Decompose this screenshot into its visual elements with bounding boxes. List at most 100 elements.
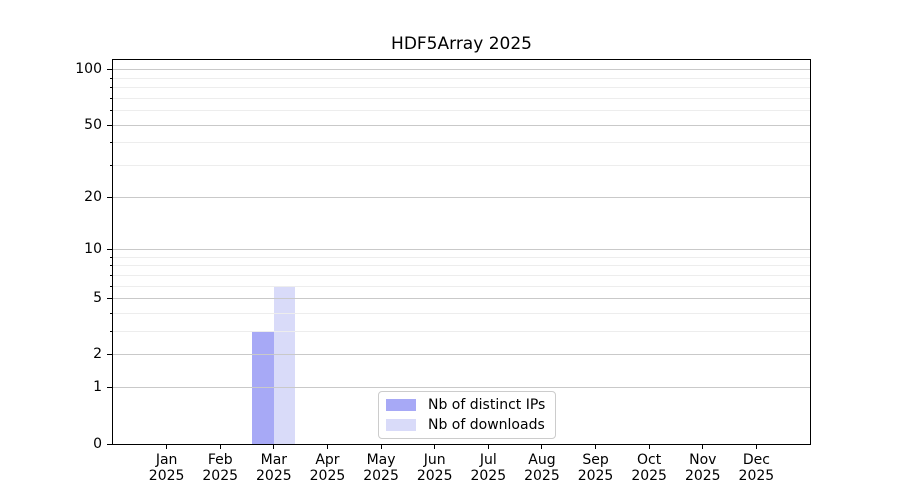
- minor-gridline-70: [113, 97, 810, 99]
- x-tick-label-mar: Mar 2025: [242, 452, 306, 484]
- x-tick-feb: [219, 445, 221, 449]
- y-minor-tick-3: [110, 331, 112, 333]
- y-tick-label-50: 50: [84, 116, 102, 133]
- x-label-month: Sep: [582, 452, 609, 468]
- y-tick-label-10: 10: [84, 241, 102, 258]
- minor-gridline-90: [113, 77, 810, 79]
- y-minor-tick-90: [110, 77, 112, 79]
- y-minor-tick-80: [110, 87, 112, 89]
- y-tick-0: [107, 443, 112, 445]
- x-tick-label-jul: Jul 2025: [456, 452, 520, 484]
- y-tick-label-20: 20: [84, 188, 102, 205]
- x-label-month: Aug: [528, 452, 556, 468]
- x-label-year: 2025: [202, 468, 239, 484]
- x-tick-label-apr: Apr 2025: [295, 452, 359, 484]
- bar-downloads-mar: [273, 286, 296, 444]
- x-tick-sep: [595, 445, 597, 449]
- y-tick-5: [107, 298, 112, 300]
- legend-swatch-downloads: [386, 419, 416, 431]
- major-gridline-5: [113, 298, 810, 300]
- x-label-year: 2025: [363, 468, 399, 484]
- minor-gridline-30: [113, 165, 810, 167]
- x-tick-label-jan: Jan 2025: [135, 452, 199, 484]
- major-gridline-100: [113, 69, 810, 71]
- x-label-year: 2025: [631, 468, 667, 484]
- y-tick-label-5: 5: [93, 290, 102, 307]
- y-tick-100: [107, 69, 112, 71]
- minor-gridline-80: [113, 87, 810, 89]
- y-tick-20: [107, 196, 112, 198]
- x-label-year: 2025: [470, 468, 507, 484]
- y-minor-tick-30: [110, 165, 112, 167]
- major-gridline-50: [113, 124, 810, 126]
- legend: Nb of distinct IPs Nb of downloads: [378, 391, 557, 439]
- y-tick-label-1: 1: [93, 379, 102, 396]
- legend-swatch-distinct-ips: [386, 399, 416, 411]
- x-tick-oct: [648, 445, 650, 449]
- x-label-year: 2025: [256, 468, 292, 484]
- x-label-year: 2025: [524, 468, 560, 484]
- minor-gridline-40: [113, 142, 810, 144]
- minor-gridline-6: [113, 285, 810, 287]
- x-label-year: 2025: [577, 468, 614, 484]
- x-tick-label-may: May 2025: [349, 452, 413, 484]
- x-label-month: Jan: [155, 452, 178, 468]
- y-minor-tick-9: [110, 256, 112, 258]
- legend-label-downloads: Nb of downloads: [428, 417, 545, 433]
- x-label-month: Feb: [207, 452, 233, 468]
- major-gridline-1: [113, 387, 810, 389]
- x-tick-nov: [702, 445, 704, 449]
- y-minor-tick-70: [110, 97, 112, 99]
- minor-gridline-60: [113, 110, 810, 112]
- x-tick-aug: [541, 445, 543, 449]
- x-tick-label-nov: Nov 2025: [671, 452, 735, 484]
- minor-gridline-9: [113, 256, 810, 258]
- chart-title: HDF5Array 2025: [391, 34, 532, 54]
- x-label-month: May: [366, 452, 396, 468]
- y-tick-1: [107, 387, 112, 389]
- y-tick-label-2: 2: [93, 346, 102, 363]
- y-tick-label-0: 0: [93, 435, 102, 452]
- major-gridline-10: [113, 249, 810, 251]
- y-tick-50: [107, 124, 112, 126]
- x-tick-label-aug: Aug 2025: [510, 452, 574, 484]
- x-tick-jul: [487, 445, 489, 449]
- x-label-year: 2025: [684, 468, 721, 484]
- y-tick-10: [107, 249, 112, 251]
- legend-label-distinct-ips: Nb of distinct IPs: [428, 397, 546, 413]
- y-minor-tick-6: [110, 285, 112, 287]
- legend-item-downloads: Nb of downloads: [386, 417, 545, 433]
- x-tick-may: [380, 445, 382, 449]
- x-tick-jun: [434, 445, 436, 449]
- x-label-month: Jul: [479, 452, 497, 468]
- y-minor-tick-60: [110, 110, 112, 112]
- minor-gridline-3: [113, 331, 810, 333]
- x-tick-label-dec: Dec 2025: [724, 452, 788, 484]
- plot-area: [113, 60, 810, 444]
- x-tick-label-jun: Jun 2025: [403, 452, 467, 484]
- x-tick-mar: [273, 445, 275, 449]
- x-label-year: 2025: [416, 468, 453, 484]
- y-minor-tick-8: [110, 265, 112, 267]
- x-label-year: 2025: [309, 468, 346, 484]
- y-minor-tick-4: [110, 313, 112, 314]
- y-minor-tick-7: [110, 274, 112, 276]
- x-label-year: 2025: [148, 468, 185, 484]
- x-label-month: Jun: [423, 452, 446, 468]
- minor-gridline-4: [113, 313, 810, 314]
- x-label-month: Dec: [742, 452, 770, 468]
- x-tick-jan: [166, 445, 168, 449]
- major-gridline-2: [113, 354, 810, 356]
- major-gridline-20: [113, 196, 810, 198]
- x-label-year: 2025: [738, 468, 775, 484]
- x-tick-dec: [755, 445, 757, 449]
- minor-gridline-7: [113, 274, 810, 276]
- y-tick-2: [107, 354, 112, 356]
- legend-item-distinct-ips: Nb of distinct IPs: [386, 397, 545, 413]
- y-tick-label-100: 100: [75, 61, 102, 78]
- x-label-month: Mar: [260, 452, 288, 468]
- minor-gridline-8: [113, 265, 810, 267]
- x-tick-label-feb: Feb 2025: [188, 452, 252, 484]
- x-label-month: Oct: [637, 452, 662, 468]
